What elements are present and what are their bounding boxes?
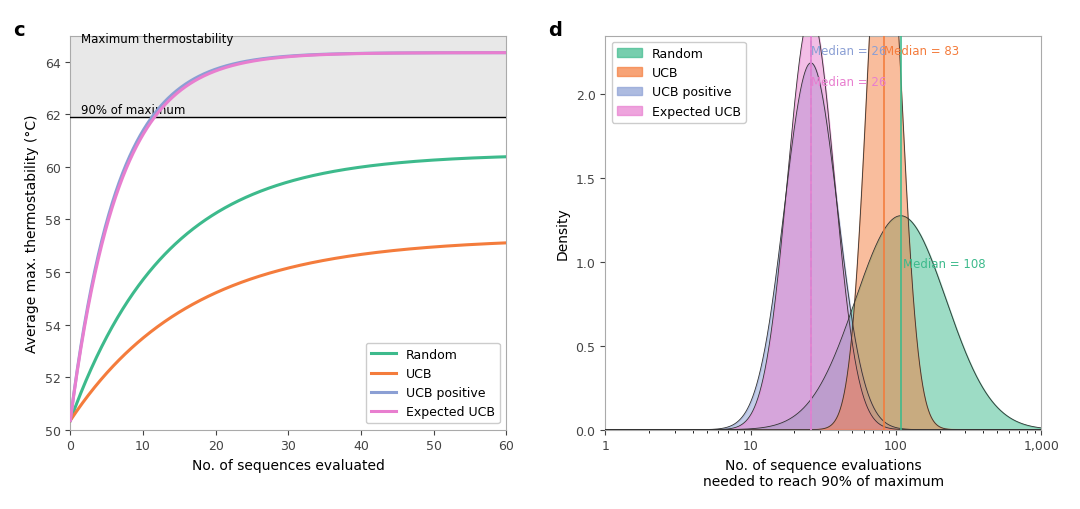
Text: d: d — [549, 21, 563, 40]
Text: Median = 26: Median = 26 — [811, 45, 887, 58]
UCB positive — [489, 50, 502, 56]
Text: c: c — [14, 21, 25, 40]
UCB positive — [271, 55, 284, 61]
Expected UCB — [500, 50, 513, 56]
UCB — [273, 268, 286, 274]
Text: Median = 108: Median = 108 — [903, 258, 986, 271]
Text: 90% of maximum: 90% of maximum — [81, 103, 186, 117]
Expected UCB — [323, 52, 336, 59]
Legend: Random, UCB, UCB positive, Expected UCB: Random, UCB, UCB positive, Expected UCB — [611, 43, 745, 123]
Expected UCB — [299, 53, 312, 60]
Text: Median = 83: Median = 83 — [885, 45, 959, 58]
UCB — [500, 240, 513, 246]
Random — [271, 183, 284, 189]
Expected UCB — [489, 50, 502, 56]
Expected UCB — [421, 51, 434, 57]
X-axis label: No. of sequences evaluated: No. of sequences evaluated — [192, 458, 384, 472]
UCB — [64, 417, 77, 423]
Random — [500, 154, 513, 160]
UCB — [421, 245, 434, 251]
Random — [273, 182, 286, 188]
Text: Maximum thermostability: Maximum thermostability — [81, 33, 233, 46]
Expected UCB — [273, 55, 286, 62]
Random — [299, 175, 312, 181]
Line: UCB positive: UCB positive — [70, 53, 507, 420]
Expected UCB — [271, 55, 284, 62]
Legend: Random, UCB, UCB positive, Expected UCB: Random, UCB, UCB positive, Expected UCB — [366, 343, 500, 423]
Random — [323, 169, 336, 176]
Line: Expected UCB: Expected UCB — [70, 53, 507, 420]
Random — [64, 417, 77, 423]
UCB positive — [323, 52, 336, 58]
Line: Random: Random — [70, 157, 507, 420]
Y-axis label: Density: Density — [556, 207, 570, 260]
Y-axis label: Average max. thermostability (°C): Average max. thermostability (°C) — [25, 114, 39, 352]
Bar — [70, 37, 507, 118]
Random — [489, 155, 502, 161]
UCB positive — [500, 50, 513, 56]
UCB positive — [64, 417, 77, 423]
Text: Median = 26: Median = 26 — [811, 75, 887, 89]
UCB — [489, 241, 502, 247]
UCB — [271, 268, 284, 274]
UCB positive — [421, 50, 434, 56]
Expected UCB — [64, 417, 77, 423]
Line: UCB: UCB — [70, 243, 507, 420]
Random — [421, 158, 434, 164]
X-axis label: No. of sequence evaluations
needed to reach 90% of maximum: No. of sequence evaluations needed to re… — [703, 458, 944, 488]
UCB positive — [299, 53, 312, 59]
UCB — [323, 257, 336, 263]
UCB — [299, 261, 312, 267]
UCB positive — [273, 54, 286, 61]
